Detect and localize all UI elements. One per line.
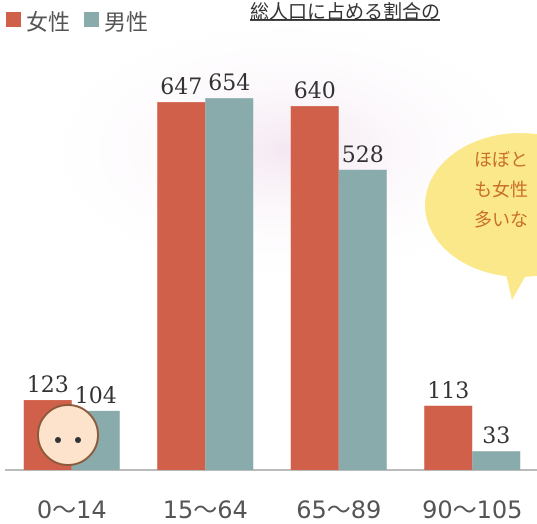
illustration	[38, 405, 98, 465]
x-tick-label: 90〜105	[422, 496, 522, 524]
bar	[339, 170, 387, 470]
chart: 総人口に占める割合の ほぼと も女性 多いな 女性 男性 0〜14 123104 15〜…	[0, 0, 537, 524]
value-label: 654	[208, 71, 250, 96]
value-label: 528	[342, 143, 384, 168]
illustration	[55, 437, 61, 443]
annotation: も女性	[474, 180, 528, 201]
value-label: 123	[27, 373, 69, 398]
bar	[291, 106, 339, 470]
illustration	[75, 437, 81, 443]
value-label: 33	[482, 424, 510, 449]
legend-swatch	[6, 12, 21, 27]
value-label: 104	[75, 384, 117, 409]
x-tick-label: 0〜14	[37, 496, 107, 524]
chart-title: 総人口に占める割合の	[250, 1, 440, 23]
bar	[157, 102, 205, 470]
legend-swatch	[84, 12, 99, 27]
legend-label: 男性	[104, 11, 148, 36]
value-label: 113	[427, 379, 469, 404]
annotation: 多いな	[474, 210, 528, 231]
bar	[472, 451, 520, 470]
value-label: 647	[160, 75, 202, 100]
value-label: 640	[294, 79, 336, 104]
x-tick-label: 15〜64	[163, 496, 248, 524]
legend-label: 女性	[26, 11, 70, 36]
x-tick-label: 65〜89	[296, 496, 381, 524]
bar	[205, 98, 253, 470]
bar	[424, 406, 472, 470]
annotation: ほぼと	[474, 150, 528, 171]
